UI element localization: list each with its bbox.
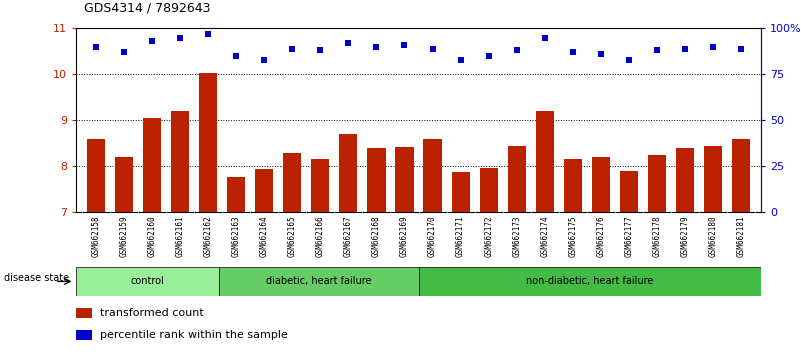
Text: GDS4314 / 7892643: GDS4314 / 7892643 xyxy=(84,1,211,14)
Point xyxy=(90,44,103,50)
Bar xyxy=(732,139,751,212)
Point xyxy=(146,38,159,44)
Point xyxy=(482,53,495,59)
Bar xyxy=(508,146,526,212)
Bar xyxy=(418,267,761,296)
Text: GSM662167: GSM662167 xyxy=(344,215,353,257)
Text: GSM662161: GSM662161 xyxy=(175,215,184,257)
Text: GSM662181: GSM662181 xyxy=(737,215,746,257)
Bar xyxy=(219,267,418,296)
Bar xyxy=(115,157,133,212)
Point xyxy=(594,51,607,57)
Text: GSM662159: GSM662159 xyxy=(119,215,128,257)
Point xyxy=(650,47,663,53)
Bar xyxy=(620,171,638,212)
Point xyxy=(174,35,187,40)
Bar xyxy=(87,139,105,212)
Text: transformed count: transformed count xyxy=(100,308,203,318)
Point xyxy=(735,46,747,51)
Text: disease state: disease state xyxy=(4,273,69,283)
Text: GSM662174: GSM662174 xyxy=(541,215,549,257)
Bar xyxy=(564,159,582,212)
Point xyxy=(118,50,131,55)
Bar xyxy=(424,139,441,212)
Text: control: control xyxy=(131,276,164,286)
Bar xyxy=(311,159,329,212)
Point xyxy=(454,57,467,62)
Point xyxy=(426,46,439,51)
Point xyxy=(566,50,579,55)
Bar xyxy=(676,148,694,212)
Bar xyxy=(704,146,723,212)
Text: GSM662180: GSM662180 xyxy=(709,215,718,257)
Point xyxy=(678,46,691,51)
Point xyxy=(202,31,215,37)
Text: GSM662165: GSM662165 xyxy=(288,215,296,257)
Point xyxy=(538,35,551,40)
Text: GSM662172: GSM662172 xyxy=(484,215,493,257)
Text: GSM662176: GSM662176 xyxy=(597,215,606,257)
Bar xyxy=(255,169,273,212)
Bar xyxy=(76,308,91,318)
Bar xyxy=(76,330,91,340)
Text: GSM662178: GSM662178 xyxy=(653,215,662,257)
Point xyxy=(370,44,383,50)
Text: GSM662170: GSM662170 xyxy=(428,215,437,257)
Point xyxy=(314,47,327,53)
Text: percentile rank within the sample: percentile rank within the sample xyxy=(100,330,288,340)
Text: GSM662163: GSM662163 xyxy=(231,215,240,257)
Text: GSM662169: GSM662169 xyxy=(400,215,409,257)
Text: GSM662171: GSM662171 xyxy=(456,215,465,257)
Bar xyxy=(340,134,357,212)
Bar xyxy=(171,111,189,212)
Bar xyxy=(227,177,245,212)
Point xyxy=(258,57,271,62)
Text: non-diabetic, heart failure: non-diabetic, heart failure xyxy=(526,276,654,286)
Bar xyxy=(143,118,161,212)
Bar xyxy=(480,168,497,212)
Text: GSM662160: GSM662160 xyxy=(147,215,156,257)
Bar xyxy=(368,148,385,212)
Text: GSM662179: GSM662179 xyxy=(681,215,690,257)
Text: GSM662177: GSM662177 xyxy=(625,215,634,257)
Text: GSM662168: GSM662168 xyxy=(372,215,381,257)
Bar xyxy=(536,111,554,212)
Point xyxy=(230,53,243,59)
Text: GSM662173: GSM662173 xyxy=(513,215,521,257)
Point xyxy=(342,40,355,46)
Text: GSM662175: GSM662175 xyxy=(569,215,578,257)
Text: GSM662166: GSM662166 xyxy=(316,215,324,257)
Bar xyxy=(452,172,469,212)
Text: GSM662162: GSM662162 xyxy=(203,215,212,257)
Bar xyxy=(396,147,413,212)
Text: GSM662158: GSM662158 xyxy=(91,215,100,257)
Bar xyxy=(592,157,610,212)
Point xyxy=(510,47,523,53)
Bar xyxy=(199,73,217,212)
Point xyxy=(286,46,299,51)
Bar xyxy=(648,155,666,212)
Point xyxy=(398,42,411,48)
Point xyxy=(622,57,635,62)
Text: GSM662164: GSM662164 xyxy=(260,215,268,257)
Point xyxy=(706,44,719,50)
Bar xyxy=(283,153,301,212)
Bar xyxy=(76,267,219,296)
Text: diabetic, heart failure: diabetic, heart failure xyxy=(266,276,372,286)
